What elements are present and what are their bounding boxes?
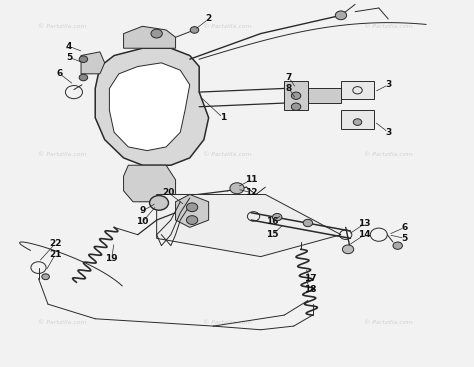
Text: © Partzilla.com: © Partzilla.com	[38, 152, 87, 157]
Text: © Partzilla.com: © Partzilla.com	[364, 152, 412, 157]
Text: 12: 12	[245, 188, 257, 197]
Circle shape	[292, 92, 301, 99]
Text: 14: 14	[358, 230, 371, 239]
Text: 8: 8	[286, 84, 292, 93]
Text: © Partzilla.com: © Partzilla.com	[203, 152, 252, 157]
Text: 11: 11	[245, 175, 257, 184]
Text: 5: 5	[401, 234, 408, 243]
Circle shape	[42, 274, 49, 280]
Text: 16: 16	[266, 217, 279, 226]
Text: 13: 13	[358, 219, 371, 228]
Circle shape	[230, 183, 244, 194]
Text: © Partzilla.com: © Partzilla.com	[38, 320, 87, 325]
Polygon shape	[95, 48, 209, 165]
Circle shape	[79, 74, 88, 81]
Polygon shape	[109, 63, 190, 150]
Text: © Partzilla.com: © Partzilla.com	[203, 24, 252, 29]
Circle shape	[292, 103, 301, 110]
Text: 6: 6	[401, 223, 408, 232]
Text: 7: 7	[286, 73, 292, 82]
Text: © Partzilla.com: © Partzilla.com	[38, 24, 87, 29]
Circle shape	[186, 216, 198, 225]
Polygon shape	[308, 88, 341, 103]
Circle shape	[151, 29, 162, 38]
Text: 10: 10	[137, 217, 149, 226]
Circle shape	[342, 245, 354, 254]
Circle shape	[190, 27, 199, 33]
Polygon shape	[124, 165, 175, 202]
Text: 17: 17	[304, 274, 317, 283]
Text: 9: 9	[139, 206, 146, 215]
Text: 19: 19	[105, 254, 118, 263]
Polygon shape	[81, 52, 105, 74]
Bar	[341, 81, 374, 99]
Text: 22: 22	[49, 239, 61, 248]
Text: 3: 3	[385, 80, 392, 89]
Bar	[341, 110, 374, 129]
Circle shape	[335, 11, 346, 20]
Text: 20: 20	[162, 188, 174, 197]
Text: 5: 5	[66, 53, 73, 62]
Polygon shape	[284, 81, 308, 110]
Circle shape	[393, 242, 402, 249]
Circle shape	[303, 219, 313, 227]
Circle shape	[186, 203, 198, 212]
Text: © Partzilla.com: © Partzilla.com	[203, 320, 252, 325]
Polygon shape	[124, 26, 175, 48]
Text: 21: 21	[49, 250, 61, 259]
Circle shape	[273, 214, 282, 221]
Circle shape	[150, 196, 168, 210]
Polygon shape	[156, 195, 341, 257]
Circle shape	[353, 119, 362, 126]
Circle shape	[79, 56, 88, 62]
Text: 4: 4	[66, 42, 73, 51]
Text: 15: 15	[266, 230, 279, 239]
Text: 3: 3	[385, 128, 392, 137]
Polygon shape	[175, 195, 209, 228]
Text: © Partzilla.com: © Partzilla.com	[364, 24, 412, 29]
Text: 1: 1	[219, 113, 226, 122]
Text: 6: 6	[57, 69, 63, 78]
Text: 18: 18	[304, 285, 317, 294]
Text: 2: 2	[206, 14, 212, 23]
Text: © Partzilla.com: © Partzilla.com	[364, 320, 412, 325]
